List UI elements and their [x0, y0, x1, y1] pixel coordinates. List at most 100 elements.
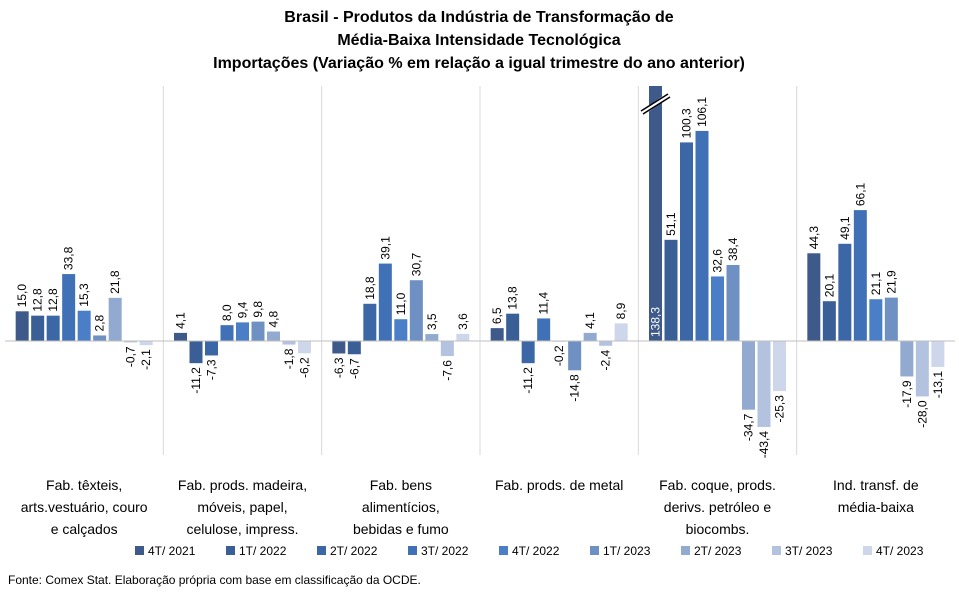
data-label: 138,3 [649, 307, 663, 337]
legend-item: 4T/ 2021 [135, 544, 196, 558]
bar [568, 341, 582, 371]
data-label: 2,8 [93, 314, 107, 331]
bar [440, 341, 454, 357]
bar [521, 341, 535, 364]
data-label: -2,1 [139, 349, 153, 370]
bar [869, 299, 883, 341]
bar [425, 334, 439, 341]
data-label: -34,7 [742, 413, 756, 441]
legend-swatch [317, 546, 326, 555]
bar [807, 253, 821, 341]
data-label: -43,4 [757, 431, 771, 459]
data-label: 18,8 [363, 276, 377, 300]
data-label: -6,7 [347, 358, 361, 379]
bar [267, 331, 280, 341]
bar [62, 274, 76, 341]
bar [46, 315, 60, 341]
data-label: 51,1 [664, 212, 678, 236]
bar [93, 335, 107, 341]
data-label: -11,2 [189, 367, 203, 394]
legend-item: 4T/ 2022 [499, 544, 560, 558]
category-label: média-baixa [838, 499, 914, 515]
data-label: -14,8 [568, 374, 582, 402]
bar [282, 341, 296, 345]
legend-label: 4T/ 2023 [876, 544, 924, 558]
data-label: 12,8 [46, 288, 60, 312]
bar [15, 311, 29, 341]
chart-title-line: Importações (Variação % em relação a igu… [213, 55, 745, 72]
data-label: 66,1 [853, 182, 867, 206]
break-gap [639, 91, 672, 117]
bar [822, 301, 836, 341]
data-label: 49,1 [838, 216, 852, 240]
data-label: 100,3 [680, 108, 694, 138]
bar [583, 332, 597, 341]
data-label: 11,4 [537, 292, 551, 315]
legend-swatch [226, 546, 235, 555]
legend: 4T/ 2021 1T/ 2022 2T/ 2022 3T/ 2022 4T/ 2022… [135, 544, 924, 558]
bar [124, 341, 138, 343]
category-label: arts.vestuário, couro [21, 499, 148, 515]
bar [773, 341, 786, 392]
bar [742, 341, 755, 410]
data-label: 12,8 [31, 288, 45, 312]
data-label: -13,1 [931, 371, 945, 399]
legend-swatch [681, 546, 690, 555]
data-label: 20,1 [822, 274, 836, 298]
category-separators [162, 86, 798, 455]
legend-item: 1T/ 2023 [590, 544, 651, 558]
bar [189, 341, 203, 364]
category-label: celulose, impress. [186, 521, 298, 537]
bar [931, 341, 945, 367]
bars [15, 86, 945, 427]
data-label: 9,4 [236, 301, 250, 318]
category-label: biocombs. [686, 521, 750, 537]
data-label: -28,0 [915, 400, 929, 428]
bar [363, 303, 377, 341]
bar [884, 297, 898, 341]
bar [506, 313, 520, 341]
legend-swatch [772, 546, 781, 555]
bar [915, 341, 929, 397]
data-label: 33,8 [62, 246, 76, 270]
bar [900, 341, 914, 377]
data-label: -25,3 [773, 395, 787, 423]
legend-label: 4T/ 2022 [512, 544, 560, 558]
legend-label: 2T/ 2023 [694, 544, 742, 558]
bar [711, 276, 724, 341]
legend-label: 1T/ 2023 [603, 544, 651, 558]
legend-item: 4T/ 2023 [863, 544, 924, 558]
bar [649, 86, 662, 341]
bar [490, 328, 504, 341]
data-label: 9,8 [251, 301, 265, 318]
legend-swatch [135, 546, 144, 555]
break-line [640, 93, 669, 112]
category-label: alimentícios, [362, 499, 440, 515]
data-label: 8,0 [220, 304, 234, 321]
category-label: Fab. têxteis, [46, 477, 122, 493]
bar [251, 321, 265, 341]
chart-title-line: Média-Baixa Intensidade Tecnológica [337, 32, 620, 49]
source-note: Fonte: Comex Stat. Elaboração própria co… [8, 573, 421, 587]
legend-item: 2T/ 2022 [317, 544, 378, 558]
data-label: -6,3 [332, 357, 346, 378]
bar [347, 341, 361, 355]
data-label: 39,1 [378, 236, 392, 260]
category-label: Fab. bens [370, 477, 432, 493]
bar [838, 243, 852, 341]
data-label: 11,0 [394, 292, 408, 315]
data-label: 13,8 [506, 286, 520, 310]
category-label: Fab. prods. de metal [495, 477, 623, 493]
bar [31, 315, 45, 341]
data-labels: 15,0 12,8 12,833,815,32,821,8-0,7 -2,14,1-1… [15, 97, 945, 459]
bar [680, 142, 693, 341]
bar [614, 323, 628, 341]
legend-item: 3T/ 2023 [772, 544, 833, 558]
legend-label: 4T/ 2021 [148, 544, 196, 558]
bar [726, 264, 740, 341]
data-label: 8,9 [614, 302, 628, 319]
category-label: bebidas e fumo [353, 521, 449, 537]
category-labels: Fab. têxteis, arts.vestuário, couro e calç… [21, 477, 919, 537]
data-label: 4,1 [174, 312, 188, 329]
